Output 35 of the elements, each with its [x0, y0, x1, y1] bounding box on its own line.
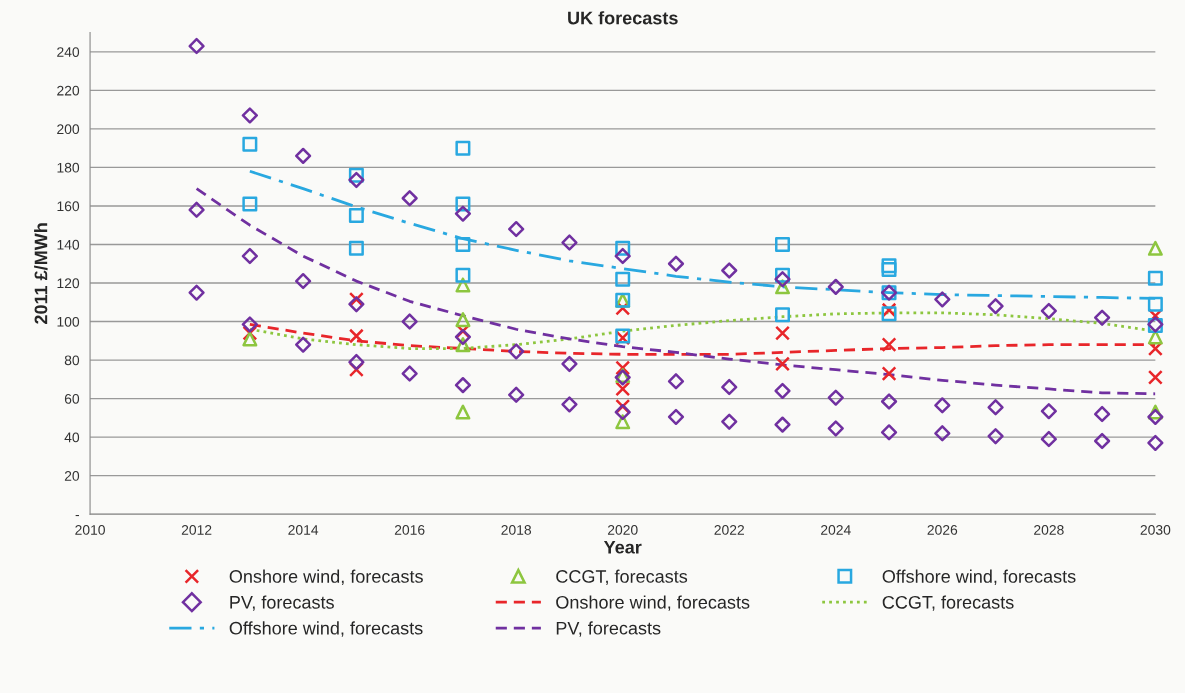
legend-label: CCGT, forecasts — [882, 595, 1014, 611]
y-tick-label: 40 — [64, 432, 80, 443]
x-tick-label: 2014 — [288, 524, 319, 535]
y-tick-label: 120 — [57, 278, 80, 289]
y-tick-label: - — [75, 515, 80, 517]
legend-label: CCGT, forecasts — [556, 569, 688, 585]
y-tick-label: 20 — [64, 471, 80, 481]
chart-title: UK forecasts — [568, 11, 678, 25]
legend-label: PV, forecasts — [556, 621, 661, 637]
x-tick-label: 2024 — [821, 524, 851, 535]
legend-label: Offshore wind, forecasts — [229, 621, 423, 637]
y-tick-label: 60 — [64, 393, 80, 404]
y-tick-label: 100 — [57, 316, 80, 327]
y-tick-label: 140 — [57, 239, 80, 250]
legend-label: Onshore wind, forecasts — [556, 595, 750, 611]
y-tick-label: 200 — [57, 124, 80, 135]
legend-label: Onshore wind, forecasts — [229, 569, 423, 585]
x-tick-label: 2026 — [927, 524, 958, 535]
x-tick-label: 2020 — [607, 524, 638, 535]
x-axis-title: Year — [603, 541, 642, 554]
y-tick-label: 80 — [64, 355, 80, 366]
x-tick-label: 2030 — [1140, 524, 1171, 535]
y-tick-label: 240 — [57, 47, 80, 58]
x-tick-label: 2016 — [394, 524, 425, 535]
legend-label: PV, forecasts — [230, 595, 334, 611]
y-tick-label: 160 — [57, 201, 80, 212]
x-tick-label: 2022 — [714, 524, 744, 535]
x-tick-label: 2018 — [501, 524, 532, 535]
x-tick-label: 2012 — [181, 524, 212, 535]
x-tick-label: 2028 — [1034, 524, 1064, 535]
legend-label: Offshore wind, forecasts — [882, 569, 1076, 585]
y-tick-label: 220 — [57, 85, 80, 96]
x-tick-label: 2010 — [75, 524, 105, 535]
y-axis-title: 2011 £/MWh — [34, 223, 48, 324]
y-tick-label: 180 — [57, 162, 80, 173]
